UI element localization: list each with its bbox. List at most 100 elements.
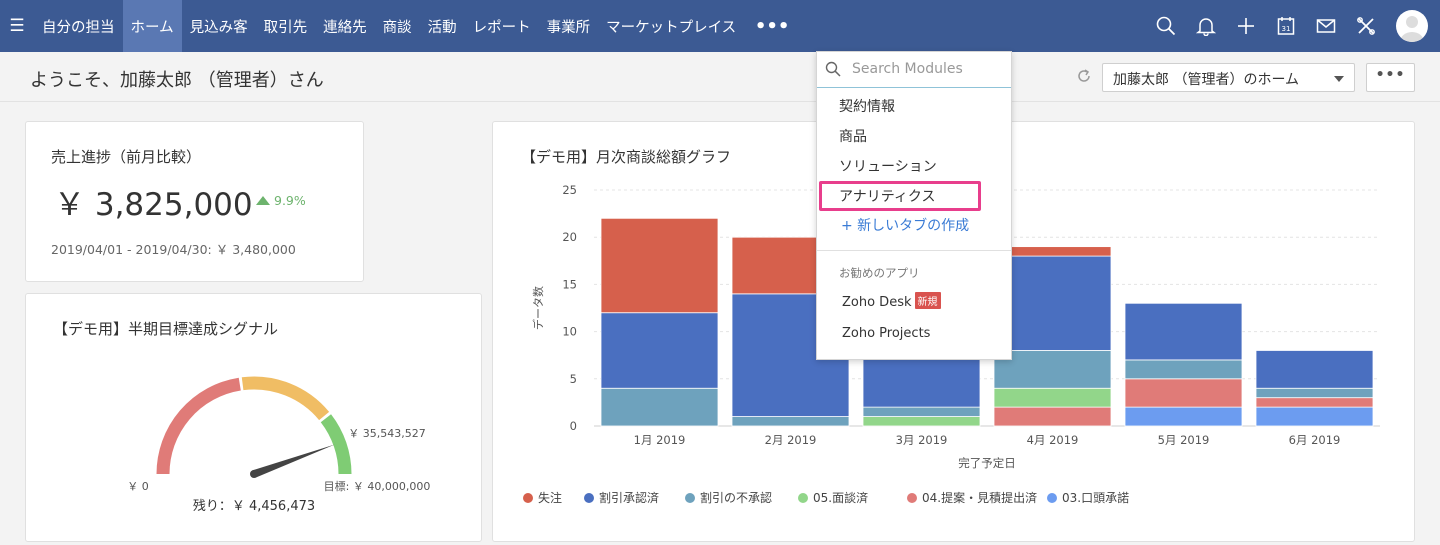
y-tick-label: 0 [570,419,577,433]
legend-marker [1047,493,1057,503]
gauge-title: 【デモ用】半期目標達成シグナル [53,320,279,338]
gauge-max-label: 目標: ￥ 40,000,000 [324,479,431,493]
module-search-placeholder: Search Modules [852,61,963,77]
module-search-input[interactable]: Search Modules [817,52,1011,88]
home-view-select[interactable]: 加藤太郎 （管理者）のホーム [1102,63,1355,92]
home-view-select-value: 加藤太郎 （管理者）のホーム [1113,72,1300,88]
bar-segment [731,416,850,427]
nav-more-button[interactable]: ••• [754,15,790,37]
x-tick-label: 2月 2019 [765,433,817,447]
gauge-min-label: ￥ 0 [127,480,149,493]
nav-tab-9[interactable]: マーケットプレイス [606,19,737,36]
recommended-apps-heading: お勧めのアプリ [839,266,920,280]
legend-label: 割引承認済 [599,490,659,505]
y-tick-label: 5 [570,372,577,386]
sales-change: 9.9% [256,193,306,208]
nav-actions: 31 [1146,0,1428,52]
bar-segment [1124,359,1243,380]
gauge-needle [252,444,335,478]
nav-tab-2[interactable]: 見込み客 [189,19,248,36]
nav-tab-5[interactable]: 商談 [382,19,412,36]
y-axis-label: データ数 [531,286,545,330]
legend-marker [523,493,533,503]
chart-title: 【デモ用】月次商談総額グラフ [521,148,732,166]
bar-segment [600,387,719,427]
chevron-down-icon [1334,76,1344,82]
app-label: Zoho Desk [842,295,912,310]
nav-tabs: 自分の担当 ホーム 見込み客 取引先 連絡先 商談 活動 レポート 事業所 マーケットプレイス [34,0,744,52]
bar-segment [1124,406,1243,427]
gauge-chart: ￥ 0 目標: ￥ 40,000,000 ￥ 35,543,527 残り：￥ 4,45… [127,376,431,514]
module-item-products[interactable]: 商品 [839,129,867,145]
legend-label: 03.口頭承諾 [1062,490,1129,505]
bar-segment [993,350,1112,389]
gauge-segment [241,376,330,421]
x-tick-label: 5月 2019 [1158,433,1210,447]
gauge-remaining-label: 残り：￥ 4,456,473 [193,499,315,514]
module-item-solutions[interactable]: ソリューション [839,159,937,175]
bar-segment [600,217,719,314]
y-tick-label: 10 [562,325,577,339]
calendar-icon[interactable]: 31 [1266,0,1306,52]
sales-value: ￥ 3,825,000 [54,187,253,223]
bar-segment [993,406,1112,427]
sales-progress-card: 売上進捗（前月比較） ￥ 3,825,000 9.9% 2019/04/01 -… [25,121,364,282]
gauge-current-label: ￥ 35,543,527 [348,427,425,440]
header-more-button[interactable]: ••• [1366,63,1415,92]
bar-segment [1255,397,1374,408]
legend-marker [685,493,695,503]
legend-marker [584,493,594,503]
gauge-segment [320,414,352,475]
legend-label: 失注 [538,490,562,505]
sales-previous-period: 2019/04/01 - 2019/04/30: ￥ 3,480,000 [51,242,296,257]
calendar-day: 31 [1282,25,1291,33]
x-tick-label: 4月 2019 [1027,433,1079,447]
avatar[interactable] [1396,10,1428,42]
bar-segment [1124,302,1243,361]
bar-segment [1124,378,1243,408]
bar-segment [600,312,719,389]
gauge-needle-hub [250,470,258,478]
nav-tab-4[interactable]: 連絡先 [323,19,367,36]
create-new-tab-link[interactable]: + 新しいタブの作成 [841,218,970,234]
arrow-up-icon [256,196,270,205]
module-item-analytics[interactable]: アナリティクス [839,189,936,205]
setup-tools-icon[interactable] [1346,0,1386,52]
nav-tab-8[interactable]: 事業所 [546,19,591,36]
bar-segment [862,416,981,427]
legend-marker [798,493,808,503]
app-item-zoho-desk[interactable]: Zoho Desk 新規 [842,292,941,310]
y-tick-label: 25 [562,183,577,197]
nav-tab-6[interactable]: 活動 [427,19,457,36]
bell-icon[interactable] [1186,0,1226,52]
menu-icon[interactable]: ☰ [9,16,25,36]
y-tick-label: 15 [562,277,577,291]
nav-tab-3[interactable]: 取引先 [263,19,308,36]
search-icon [825,61,841,77]
refresh-icon[interactable] [1076,68,1094,86]
page-header: ようこそ、加藤太郎 （管理者）さん 加藤太郎 （管理者）のホーム ••• [0,52,1440,102]
module-dropdown: Search Modules 契約情報 商品 ソリューション アナリティクス +… [816,51,1012,360]
plus-icon[interactable] [1226,0,1266,52]
nav-tab-0[interactable]: 自分の担当 [42,19,115,36]
x-tick-label: 3月 2019 [896,433,948,447]
sales-progress-title: 売上進捗（前月比較） [51,148,202,166]
divider [817,250,1011,251]
nav-tab-1[interactable]: ホーム [122,0,182,52]
mail-icon[interactable] [1306,0,1346,52]
nav-tab-7[interactable]: レポート [472,19,531,36]
x-tick-label: 1月 2019 [634,433,686,447]
x-tick-label: 6月 2019 [1289,433,1341,447]
search-icon[interactable] [1146,0,1186,52]
bar-segment [862,406,981,417]
app-label: Zoho Projects [842,326,931,341]
legend-label: 05.面談済 [813,490,868,505]
top-nav: ☰ 自分の担当 ホーム 見込み客 取引先 連絡先 商談 活動 レポート 事業所 マーケットプレイス… [0,0,1440,52]
app-item-zoho-projects[interactable]: Zoho Projects [842,326,930,341]
highlight-box [819,181,981,211]
module-item-contracts[interactable]: 契約情報 [839,99,895,115]
legend-label: 04.提案・見積提出済 [922,490,1037,505]
gauge-card: 【デモ用】半期目標達成シグナル ￥ 0 目標: ￥ 40,000,000 ￥ 35,… [25,293,482,542]
bar-segment [1255,350,1374,389]
